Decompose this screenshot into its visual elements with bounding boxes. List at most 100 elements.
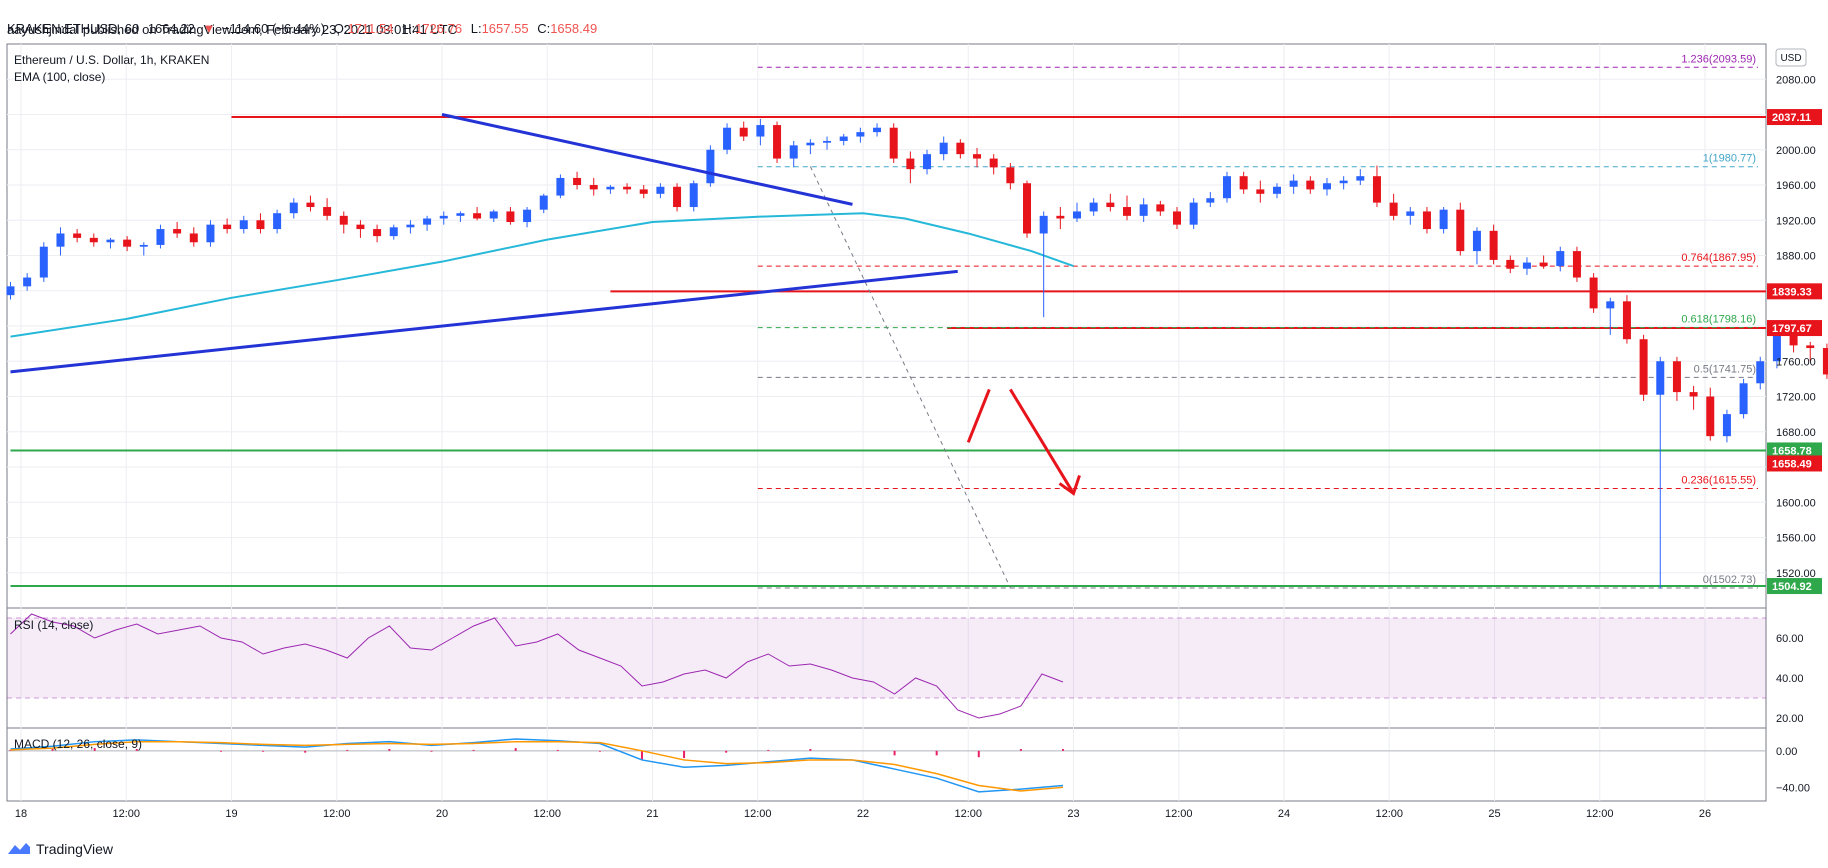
price-axis[interactable]: 1520.001560.001600.001640.001680.001720.… <box>1776 74 1816 794</box>
rsi-band <box>7 617 1766 699</box>
candle-body <box>1672 361 1681 393</box>
candle-body <box>773 125 782 159</box>
level-price-badge: 1658.78 <box>1772 445 1812 457</box>
close-value: 1658.49 <box>550 21 597 36</box>
rsi-tick-label[interactable]: 40.00 <box>1776 673 1804 685</box>
time-axis[interactable]: 18 12:00 19 12:00 20 12:00 21 12:00 22 12:00 23 12:… <box>15 808 1711 820</box>
time-tick-label[interactable]: 12:00 <box>954 808 982 820</box>
trendlines[interactable] <box>10 113 958 374</box>
time-tick-label[interactable]: 19 <box>225 808 237 820</box>
candle-body <box>1239 176 1248 190</box>
low-value: 1657.55 <box>482 21 529 36</box>
candle-body <box>1006 167 1015 184</box>
author-name[interactable]: aayushjindal <box>7 22 80 37</box>
time-tick-label[interactable]: 12:00 <box>1165 808 1193 820</box>
brand-name[interactable]: TradingView <box>36 841 114 857</box>
time-tick-label[interactable]: 20 <box>436 808 448 820</box>
macd-tick-label[interactable]: 0.00 <box>1776 746 1797 758</box>
candle-body <box>339 215 348 225</box>
time-tick-label[interactable]: 12:00 <box>323 808 351 820</box>
candle-body <box>856 132 865 137</box>
arrow-up-stroke[interactable] <box>966 388 991 443</box>
candle-body <box>506 211 515 223</box>
candle-body <box>1556 251 1565 267</box>
rsi-tick-label[interactable]: 60.00 <box>1776 633 1804 645</box>
price-tick-label[interactable]: 2080.00 <box>1776 74 1816 86</box>
price-tick-label[interactable]: 1680.00 <box>1776 427 1816 439</box>
candle-body <box>439 215 448 219</box>
candle-body <box>1339 180 1348 184</box>
candle-body <box>539 195 548 210</box>
candle-body <box>1106 202 1115 208</box>
candle-body <box>1772 334 1781 362</box>
macd-series <box>7 738 1766 793</box>
candle-body <box>1356 176 1365 181</box>
time-tick-label[interactable]: 12:00 <box>112 808 140 820</box>
candle-body <box>406 224 415 228</box>
currency-label: USD <box>1780 53 1801 64</box>
price-tick-label[interactable]: 1720.00 <box>1776 392 1816 404</box>
level-price-badge-bg <box>1767 442 1822 459</box>
time-tick-label[interactable]: 26 <box>1699 808 1711 820</box>
rsi-legend: RSI (14, close) <box>14 618 93 632</box>
candle-body <box>1256 189 1265 194</box>
rsi-tick-label[interactable]: 20.00 <box>1776 713 1804 725</box>
price-tick-label[interactable]: 1760.00 <box>1776 356 1816 368</box>
level-price-badge-bg <box>1767 578 1822 595</box>
low-label: L: <box>471 21 482 36</box>
time-tick-label[interactable]: 12:00 <box>744 808 772 820</box>
candle-body <box>56 233 65 247</box>
time-tick-label[interactable]: 21 <box>646 808 658 820</box>
fib-level-label: 1(1980.77) <box>1703 153 1756 165</box>
price-tick-label[interactable]: 2000.00 <box>1776 145 1816 157</box>
candle-body <box>1172 211 1181 225</box>
time-tick-label[interactable]: 12:00 <box>1375 808 1403 820</box>
price-tick-label[interactable]: 1880.00 <box>1776 251 1816 263</box>
time-tick-label[interactable]: 18 <box>15 808 27 820</box>
candle-body <box>639 189 648 194</box>
candle-body <box>939 142 948 155</box>
trendline[interactable] <box>441 113 853 206</box>
price-tick-label[interactable]: 1520.00 <box>1776 568 1816 580</box>
candle-body <box>1606 301 1615 309</box>
candle-body <box>73 233 82 238</box>
time-tick-label[interactable]: 23 <box>1067 808 1079 820</box>
price-tick-label[interactable]: 1600.00 <box>1776 497 1816 509</box>
macd-tick-label[interactable]: −40.00 <box>1776 782 1810 794</box>
fibonacci-retracement[interactable]: 1.236(2093.59) 1(1980.77) 0.764(1867.95) 0.… <box>757 53 1758 589</box>
candle-body <box>556 177 565 196</box>
macd-line <box>10 738 1064 793</box>
time-tick-label[interactable]: 22 <box>857 808 869 820</box>
fib-level-label: 0.236(1615.55) <box>1681 475 1756 487</box>
candle-body <box>473 213 482 219</box>
arrow-down-stroke[interactable] <box>1009 388 1075 495</box>
price-badges: 2037.11 1839.33 1797.67 1658.78 1504.92 1658.… <box>1767 109 1822 595</box>
down-triangle-icon: ▼ <box>202 21 215 36</box>
candle-body <box>889 127 898 159</box>
horizontal-levels[interactable] <box>10 116 1766 588</box>
fib-anchor-line[interactable] <box>809 166 1011 588</box>
macd-legend: MACD (12, 26, close, 9) <box>14 737 142 751</box>
candle-body <box>1506 259 1515 269</box>
currency-button[interactable] <box>1775 48 1807 67</box>
arrow-head-icon[interactable] <box>1058 474 1081 496</box>
candle-body <box>1539 262 1548 267</box>
price-tick-label[interactable]: 1960.00 <box>1776 180 1816 192</box>
candle-body <box>756 125 765 137</box>
time-tick-label[interactable]: 12:00 <box>533 808 561 820</box>
trendline[interactable] <box>10 269 958 374</box>
time-tick-label[interactable]: 24 <box>1278 808 1290 820</box>
time-tick-label[interactable]: 25 <box>1488 808 1500 820</box>
symbol-line: KRAKEN:ETHUSD, 60 1664.22 ▼ −114.60 (−6.… <box>7 21 597 36</box>
candle-body <box>39 246 48 278</box>
last-price-badge-bg <box>1767 455 1822 472</box>
candle-body <box>1422 211 1431 230</box>
time-tick-label[interactable]: 12:00 <box>1586 808 1614 820</box>
footer: TradingView <box>6 841 113 857</box>
candle-body <box>239 220 248 230</box>
price-tick-label[interactable]: 1560.00 <box>1776 533 1816 545</box>
projection-arrow[interactable] <box>966 388 1081 496</box>
price-tick-label[interactable]: 1920.00 <box>1776 215 1816 227</box>
macd-signal-line <box>10 740 1064 792</box>
